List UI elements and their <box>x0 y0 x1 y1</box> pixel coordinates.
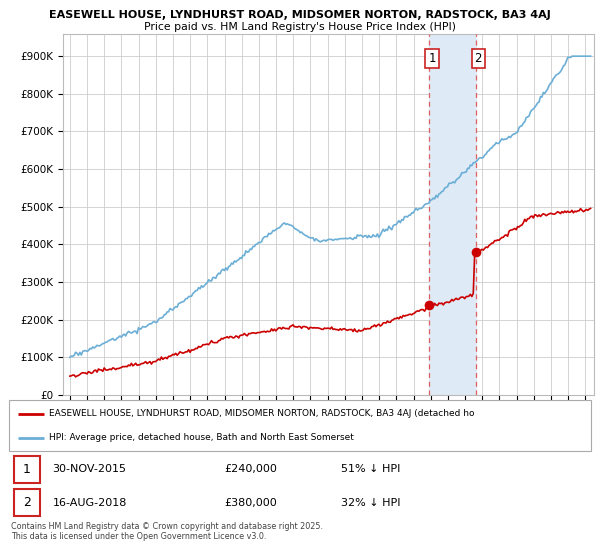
Text: EASEWELL HOUSE, LYNDHURST ROAD, MIDSOMER NORTON, RADSTOCK, BA3 4AJ (detached ho: EASEWELL HOUSE, LYNDHURST ROAD, MIDSOMER… <box>49 409 474 418</box>
Bar <box>430 34 476 395</box>
Bar <box>14 455 40 483</box>
Text: 16-AUG-2018: 16-AUG-2018 <box>53 497 127 507</box>
Text: 51% ↓ HPI: 51% ↓ HPI <box>341 464 400 474</box>
Text: £380,000: £380,000 <box>224 497 277 507</box>
Text: £240,000: £240,000 <box>224 464 277 474</box>
Text: 1: 1 <box>428 53 436 66</box>
Text: HPI: Average price, detached house, Bath and North East Somerset: HPI: Average price, detached house, Bath… <box>49 433 353 442</box>
Text: 2: 2 <box>23 496 31 509</box>
Text: 32% ↓ HPI: 32% ↓ HPI <box>341 497 400 507</box>
Text: 30-NOV-2015: 30-NOV-2015 <box>53 464 127 474</box>
Text: 1: 1 <box>23 463 31 475</box>
Text: EASEWELL HOUSE, LYNDHURST ROAD, MIDSOMER NORTON, RADSTOCK, BA3 4AJ: EASEWELL HOUSE, LYNDHURST ROAD, MIDSOMER… <box>49 10 551 20</box>
Text: Price paid vs. HM Land Registry's House Price Index (HPI): Price paid vs. HM Land Registry's House … <box>144 22 456 32</box>
Text: Contains HM Land Registry data © Crown copyright and database right 2025.
This d: Contains HM Land Registry data © Crown c… <box>11 522 323 542</box>
Text: 2: 2 <box>475 53 482 66</box>
Bar <box>14 489 40 516</box>
